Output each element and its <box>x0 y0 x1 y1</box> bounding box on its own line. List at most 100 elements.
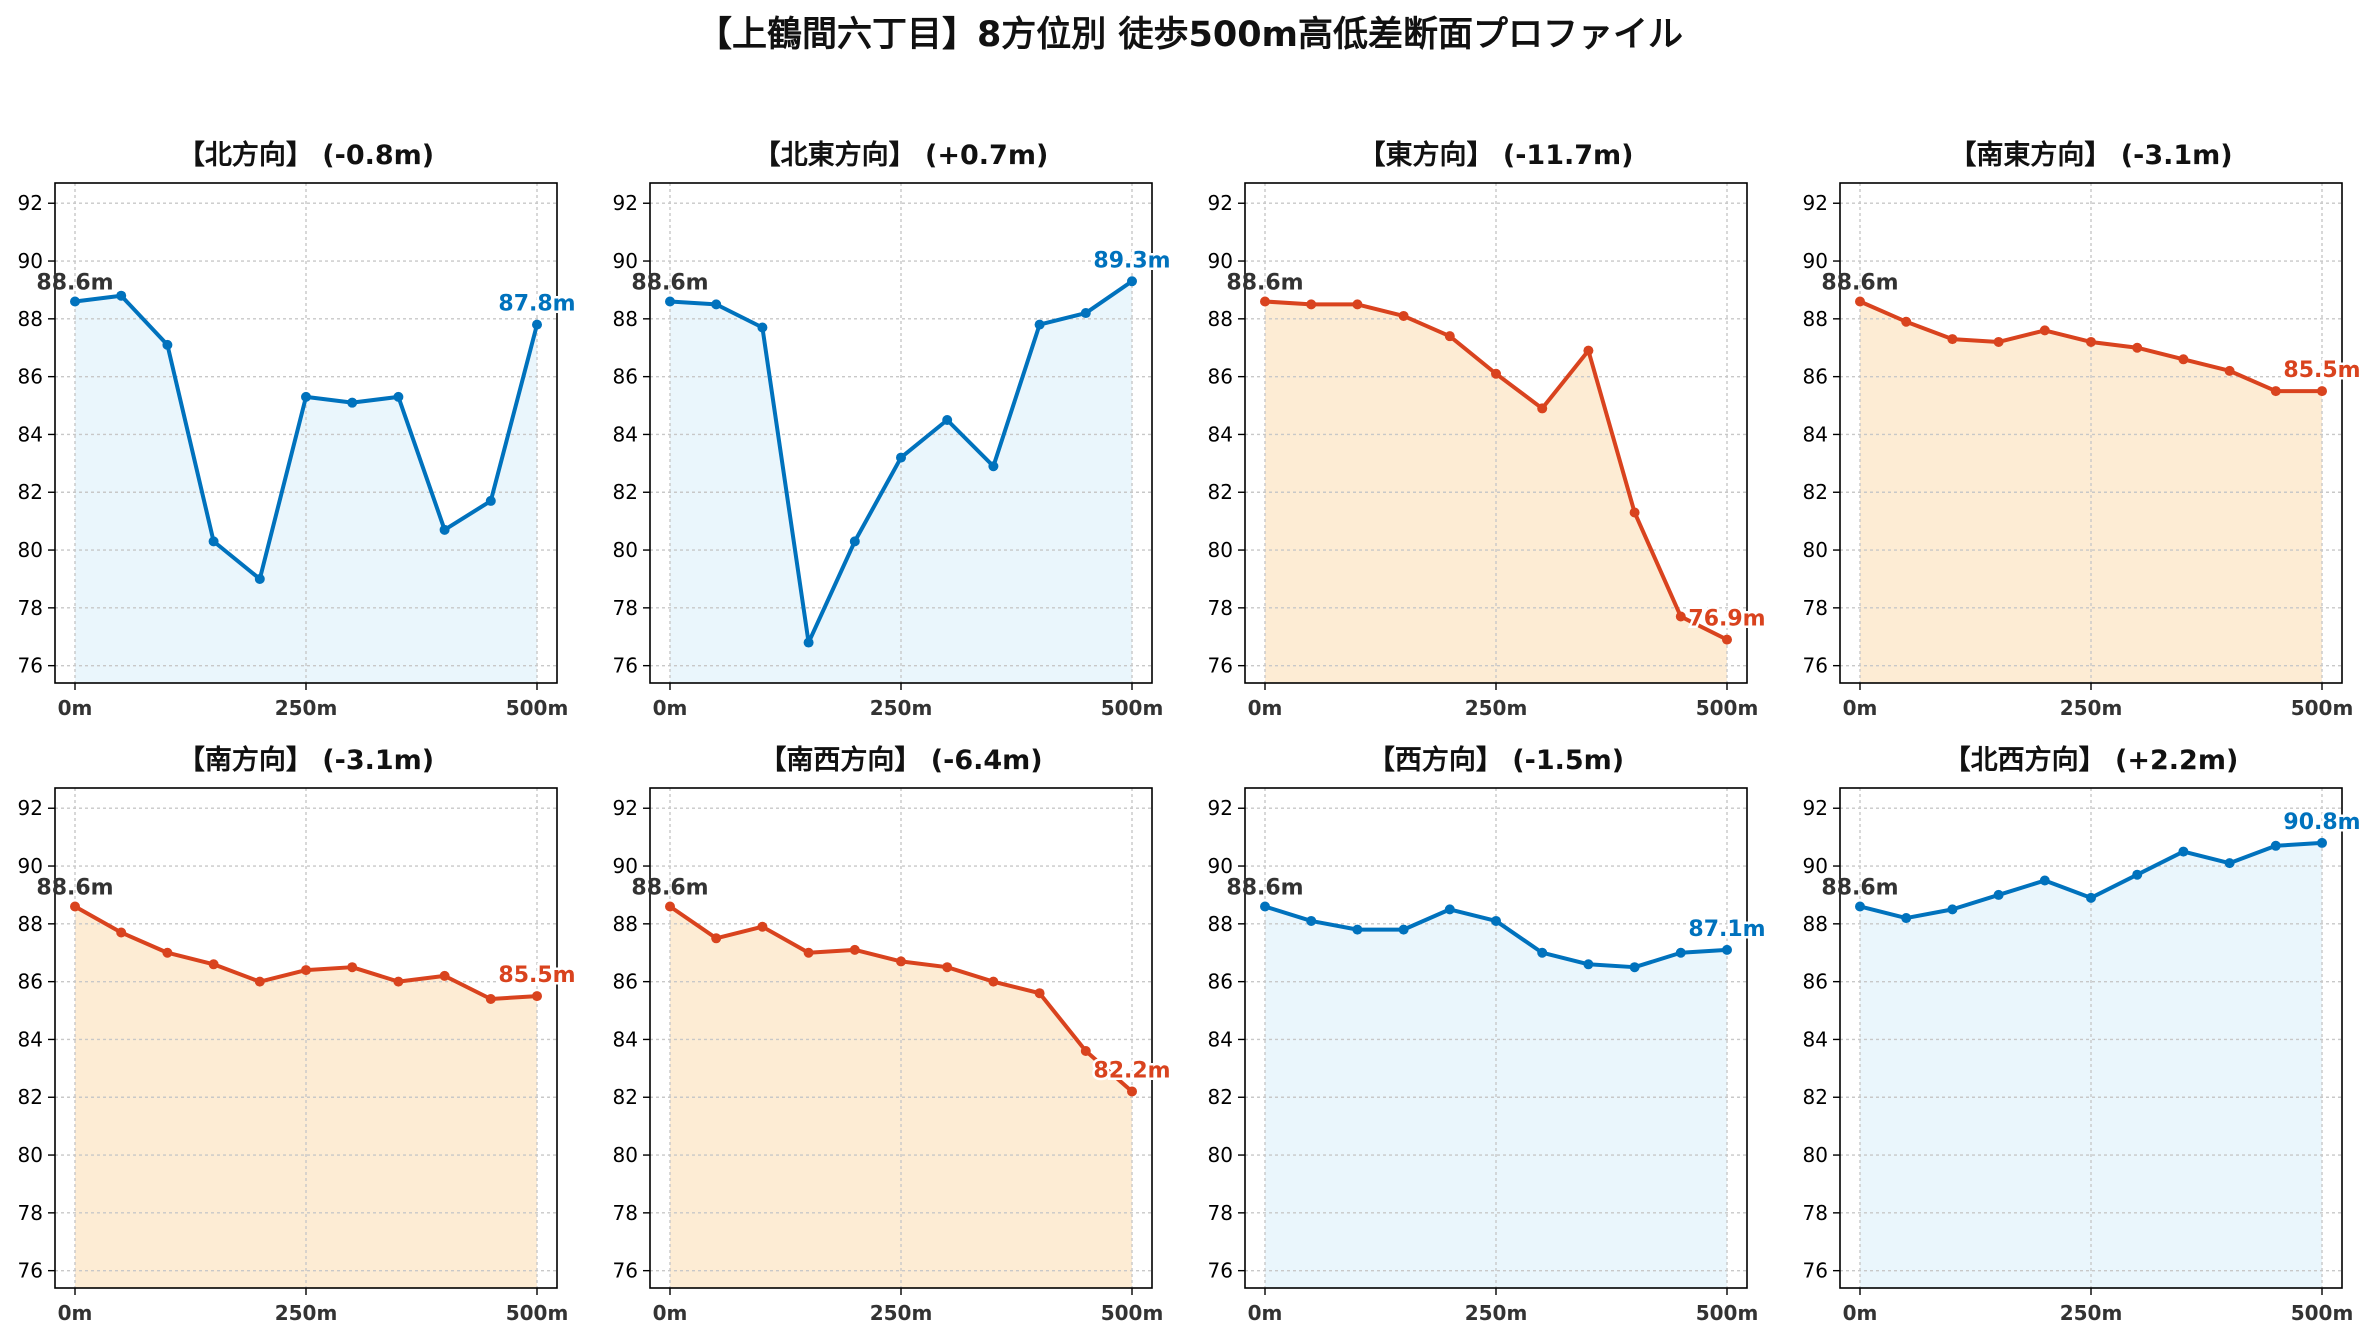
chart-3-y-tick-label: 92 <box>1208 191 1233 215</box>
chart-3-data-point <box>1260 296 1270 307</box>
chart-8-y-tick-label: 80 <box>1803 1143 1828 1167</box>
chart-8-y-tick-label: 76 <box>1803 1259 1828 1283</box>
chart-6-data-point <box>896 956 906 967</box>
chart-4-x-tick-label: 500m <box>2291 696 2354 720</box>
chart-4-y-tick-label: 84 <box>1803 422 1828 446</box>
chart-7-start-label: 88.6m <box>1226 875 1303 900</box>
chart-8-data-point <box>1947 904 1958 915</box>
chart-7-data-point <box>1675 947 1686 958</box>
chart-5-data-point <box>485 993 496 1004</box>
chart-3-y-tick-label: 84 <box>1208 422 1233 446</box>
chart-5-y-tick-label: 90 <box>18 854 43 878</box>
chart-5-y-tick-label: 82 <box>18 1085 43 1109</box>
chart-3-end-label: 76.9m <box>1688 607 1765 632</box>
chart-8-data-point <box>2317 837 2327 848</box>
chart-4-data-point <box>2224 365 2235 376</box>
chart-1-y-tick-label: 78 <box>18 596 43 620</box>
chart-1-y-tick-label: 76 <box>18 654 43 678</box>
chart-4-title: 【南東方向】 (-3.1m) <box>1949 139 2232 171</box>
chart-7-y-tick-label: 84 <box>1208 1027 1233 1051</box>
chart-8-data-point <box>1993 889 2004 900</box>
chart-6-data-point <box>1080 1046 1091 1057</box>
chart-3-data-point <box>1444 331 1455 342</box>
chart-4-end-label: 85.5m <box>2283 358 2360 383</box>
chart-5-data-point <box>347 962 358 973</box>
chart-3-y-tick-label: 86 <box>1208 365 1233 389</box>
chart-8-y-tick-label: 82 <box>1803 1085 1828 1109</box>
chart-7-data-point <box>1537 947 1548 958</box>
chart-8-end-label: 90.8m <box>2283 810 2360 835</box>
chart-7-area-fill <box>1265 906 1727 1288</box>
chart-4-y-tick-label: 78 <box>1803 596 1828 620</box>
chart-1-data-point <box>116 290 127 301</box>
chart-5-x-tick-label: 0m <box>58 1301 93 1325</box>
chart-3-y-tick-label: 82 <box>1208 480 1233 504</box>
chart-2-data-point <box>1080 308 1091 319</box>
chart-7-y-tick-label: 90 <box>1208 854 1233 878</box>
chart-5-x-tick-label: 500m <box>506 1301 569 1325</box>
chart-5-data-point <box>301 965 311 976</box>
chart-4-start-label: 88.6m <box>1821 270 1898 295</box>
chart-5-end-label: 85.5m <box>498 963 575 988</box>
chart-3-data-point <box>1629 507 1640 518</box>
chart-3-data-point <box>1352 299 1363 310</box>
chart-5-data-point <box>439 970 450 981</box>
chart-8-title: 【北西方向】 (+2.2m) <box>1944 744 2239 776</box>
chart-6-title: 【南西方向】 (-6.4m) <box>759 744 1042 776</box>
chart-1-y-tick-label: 92 <box>18 191 43 215</box>
chart-2-x-tick-label: 250m <box>870 696 933 720</box>
chart-5-y-tick-label: 80 <box>18 1143 43 1167</box>
chart-5-data-point <box>116 927 127 938</box>
chart-1-x-tick-label: 250m <box>275 696 338 720</box>
chart-3-area-fill <box>1265 301 1727 683</box>
chart-8-x-tick-label: 0m <box>1843 1301 1878 1325</box>
chart-2-data-point <box>711 299 722 310</box>
chart-7-y-tick-label: 82 <box>1208 1085 1233 1109</box>
chart-4-data-point <box>1993 336 2004 347</box>
chart-8-y-tick-label: 86 <box>1803 970 1828 994</box>
chart-8-start-label: 88.6m <box>1821 875 1898 900</box>
chart-4-data-point <box>2086 336 2096 347</box>
chart-4-area-fill <box>1860 301 2322 683</box>
chart-8-data-point <box>2178 846 2189 857</box>
chart-5-x-tick-label: 250m <box>275 1301 338 1325</box>
chart-6-data-point <box>988 976 999 987</box>
chart-6-x-tick-label: 250m <box>870 1301 933 1325</box>
chart-7-y-tick-label: 92 <box>1208 796 1233 820</box>
chart-1-end-label: 87.8m <box>498 292 575 317</box>
chart-1-data-point <box>393 391 404 402</box>
chart-6-y-tick-label: 86 <box>613 970 638 994</box>
chart-7-end-label: 87.1m <box>1688 917 1765 942</box>
chart-6-end-label: 82.2m <box>1093 1058 1170 1083</box>
chart-6-y-tick-label: 92 <box>613 796 638 820</box>
chart-5-y-tick-label: 88 <box>18 912 43 936</box>
chart-2-y-tick-label: 82 <box>613 480 638 504</box>
chart-2-area-fill <box>670 281 1132 683</box>
chart-5-area-fill <box>75 906 537 1288</box>
chart-7-y-tick-label: 86 <box>1208 970 1233 994</box>
chart-1-start-label: 88.6m <box>36 270 113 295</box>
chart-4-data-point <box>2132 342 2143 353</box>
chart-1-y-tick-label: 90 <box>18 249 43 273</box>
chart-3-start-label: 88.6m <box>1226 270 1303 295</box>
chart-3-data-point <box>1306 299 1317 310</box>
chart-6-data-point <box>665 901 675 912</box>
chart-1-data-point <box>439 524 450 535</box>
chart-4-y-tick-label: 82 <box>1803 480 1828 504</box>
chart-6-data-point <box>849 944 860 955</box>
chart-4-data-point <box>2317 386 2327 397</box>
chart-7-data-point <box>1398 924 1409 935</box>
chart-6-y-tick-label: 90 <box>613 854 638 878</box>
chart-4-y-tick-label: 76 <box>1803 654 1828 678</box>
chart-1-x-tick-label: 0m <box>58 696 93 720</box>
chart-8-data-point <box>2270 840 2281 851</box>
chart-7-x-tick-label: 500m <box>1696 1301 1759 1325</box>
chart-7-x-tick-label: 0m <box>1248 1301 1283 1325</box>
chart-6-y-tick-label: 80 <box>613 1143 638 1167</box>
chart-2-data-point <box>896 452 906 463</box>
chart-8-data-point <box>2086 892 2096 903</box>
chart-4-y-tick-label: 88 <box>1803 307 1828 331</box>
chart-2-y-tick-label: 84 <box>613 422 638 446</box>
chart-6-x-tick-label: 0m <box>653 1301 688 1325</box>
